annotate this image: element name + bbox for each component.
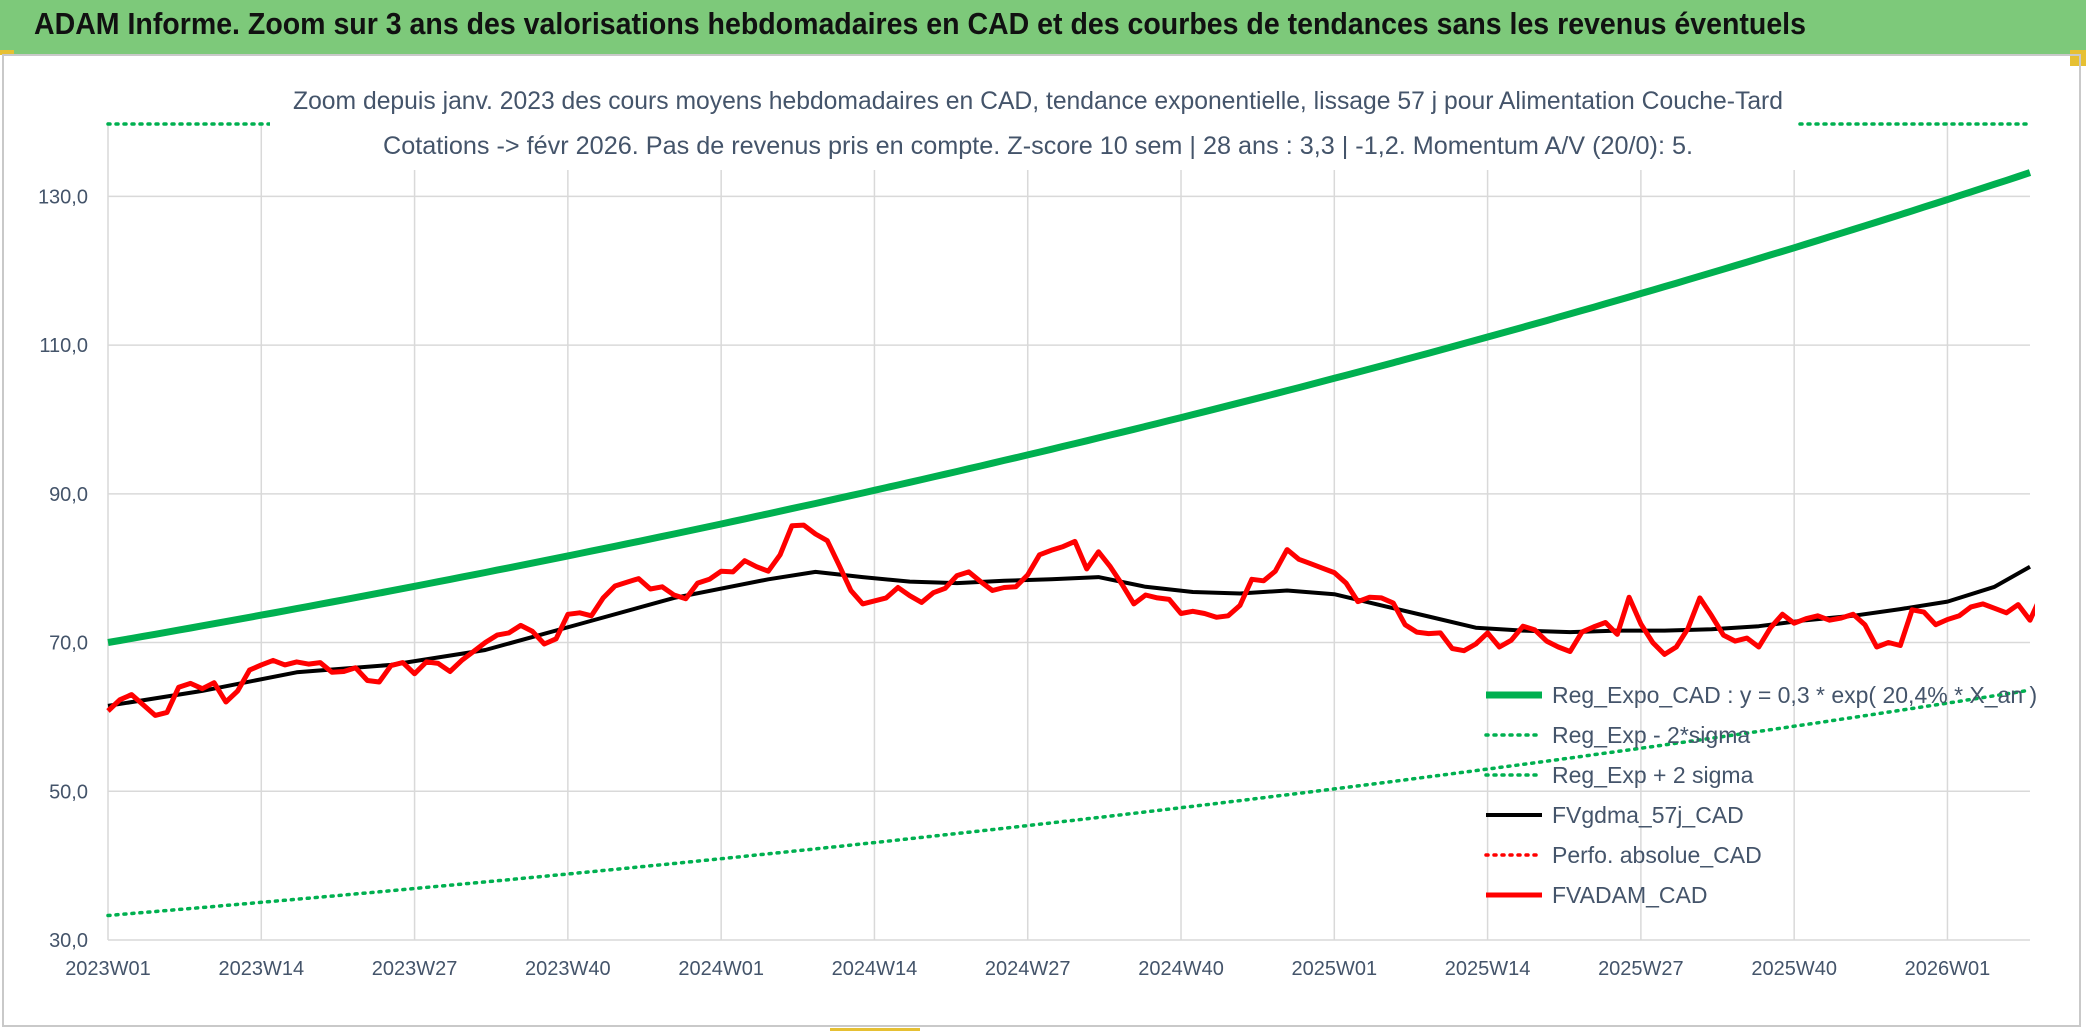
series-reg-expo bbox=[107, 169, 2032, 646]
y-tick-label: 30,0 bbox=[49, 930, 88, 952]
report-banner: ADAM Informe. Zoom sur 3 ans des valoris… bbox=[0, 0, 2086, 54]
title-backdrop bbox=[270, 84, 1798, 170]
x-tick-label: 2025W27 bbox=[1598, 958, 1684, 980]
x-tick-label: 2024W14 bbox=[832, 958, 918, 980]
y-tick-label: 70,0 bbox=[49, 633, 88, 655]
legend-label: Reg_Exp - 2*sigma bbox=[1552, 722, 1750, 748]
grid-layer bbox=[107, 122, 2030, 941]
series-reg-exp-minus bbox=[106, 688, 2032, 918]
report-title: ADAM Informe. Zoom sur 3 ans des valoris… bbox=[34, 6, 1806, 41]
chart-subtitle: Cotations -> févr 2026. Pas de revenus p… bbox=[383, 132, 1693, 160]
y-tick-label: 50,0 bbox=[49, 781, 88, 803]
y-tick-label: 90,0 bbox=[49, 484, 88, 506]
y-tick-label: 130,0 bbox=[38, 186, 88, 208]
chart-legend: Reg_Expo_CAD : y = 0,3 * exp( 20,4% * X_… bbox=[1484, 682, 2037, 908]
x-tick-label: 2026W01 bbox=[1905, 958, 1991, 980]
series-layer bbox=[106, 0, 2035, 918]
series-reg-exp-plus bbox=[108, 0, 2030, 70]
x-tick-label: 2023W14 bbox=[218, 958, 304, 980]
x-tick-label: 2025W40 bbox=[1751, 958, 1837, 980]
axis-labels: 30,0 50,0 70,0 90,0 110,0 130,0 2023W01 2023W14… bbox=[38, 186, 1990, 980]
x-tick-label: 2023W40 bbox=[525, 958, 611, 980]
legend-label: Reg_Exp + 2 sigma bbox=[1552, 762, 1754, 788]
x-tick-label: 2023W27 bbox=[372, 958, 458, 980]
title-layer: Zoom depuis janv. 2023 des cours moyens … bbox=[270, 84, 1798, 170]
x-tick-label: 2023W01 bbox=[65, 958, 151, 980]
series-fvadam bbox=[106, 522, 2035, 718]
legend-label: FVgdma_57j_CAD bbox=[1552, 802, 1744, 828]
chart-frame bbox=[2, 54, 2081, 1027]
x-tick-label: 2025W01 bbox=[1291, 958, 1377, 980]
y-tick-label: 110,0 bbox=[39, 335, 88, 357]
x-tick-label: 2024W27 bbox=[985, 958, 1071, 980]
chart-title: Zoom depuis janv. 2023 des cours moyens … bbox=[293, 87, 1783, 115]
legend-label: Reg_Expo_CAD : y = 0,3 * exp( 20,4% * X_… bbox=[1552, 682, 2037, 708]
x-tick-label: 2025W14 bbox=[1445, 958, 1531, 980]
x-tick-label: 2024W40 bbox=[1138, 958, 1224, 980]
x-tick-label: 2024W01 bbox=[678, 958, 764, 980]
legend-label: Perfo. absolue_CAD bbox=[1552, 842, 1762, 868]
legend-label: FVADAM_CAD bbox=[1552, 882, 1708, 908]
corner-accent-bottom bbox=[830, 1028, 920, 1031]
corner-accent-left bbox=[0, 50, 14, 55]
